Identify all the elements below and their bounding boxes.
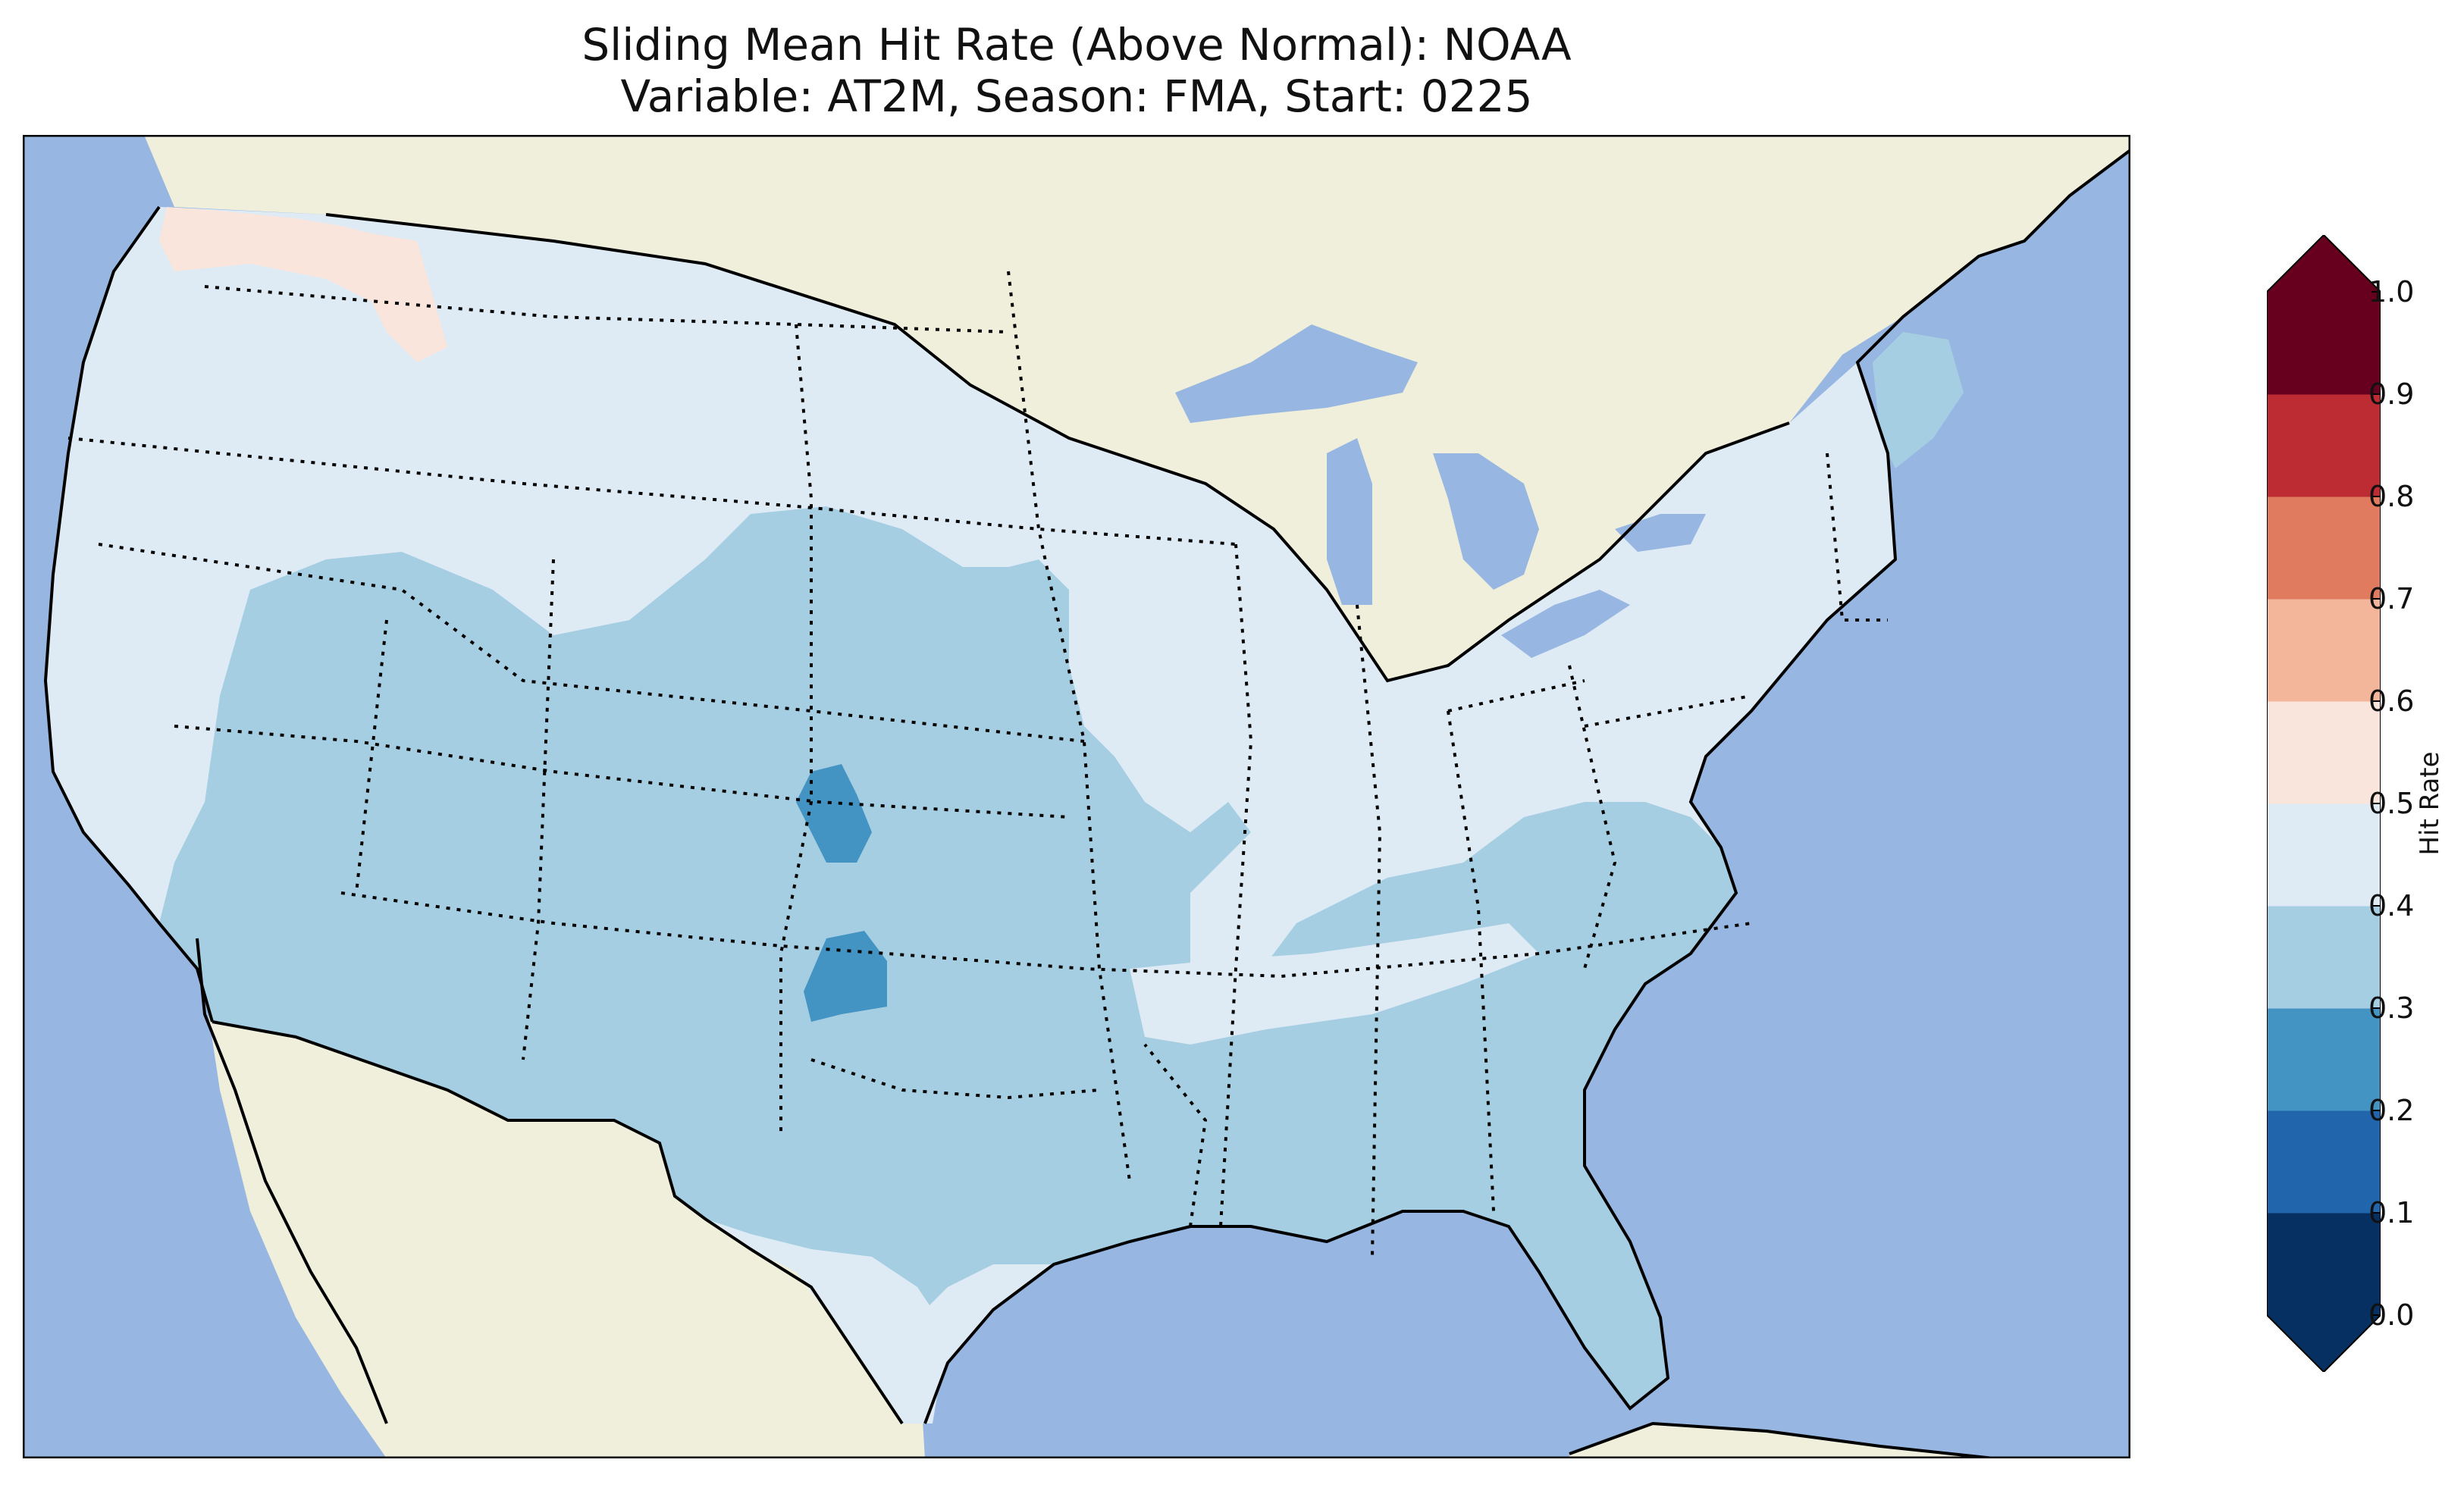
border-line xyxy=(98,543,1085,743)
colorbar-tick-label: 0.5 xyxy=(2368,787,2415,820)
lake-erie xyxy=(1501,590,1630,658)
border-line xyxy=(1568,665,1617,969)
colorbar-segment xyxy=(2267,394,2381,497)
border-canada xyxy=(325,213,1790,683)
colorbar-segment xyxy=(2267,701,2381,804)
colorbar xyxy=(2267,235,2381,1372)
us-region-0.3-0.4 xyxy=(159,506,1736,1408)
us-region-0.3-0.4-maine xyxy=(1873,332,1964,468)
border-line xyxy=(355,619,388,894)
colorbar-tick-label: 0.6 xyxy=(2368,684,2415,718)
canada-land xyxy=(144,135,2130,681)
border-line xyxy=(1584,694,1752,728)
colorbar-segment xyxy=(2267,803,2381,907)
colorbar-segment xyxy=(2267,496,2381,600)
colorbar-segments xyxy=(2267,292,2381,1316)
lake-superior xyxy=(1175,324,1418,423)
coast-baja xyxy=(196,938,388,1424)
border-line xyxy=(174,725,1070,819)
colorbar-tick-label: 0.2 xyxy=(2368,1094,2415,1127)
cuba-land xyxy=(1569,1424,1994,1458)
coastlines xyxy=(43,149,2130,1458)
colorbar-tick-label: 0.7 xyxy=(2368,582,2415,615)
border-line xyxy=(1143,1043,1208,1227)
state-borders xyxy=(67,271,1888,1258)
title-line-2: Variable: AT2M, Season: FMA, Start: 0225 xyxy=(620,70,1533,122)
border-line xyxy=(340,891,1752,979)
colorbar-tick-label: 0.8 xyxy=(2368,480,2415,513)
colorbar-tick-label: 0.3 xyxy=(2368,991,2415,1025)
colorbar-segment xyxy=(2267,292,2381,395)
colorbar-extend-bottom xyxy=(2267,1315,2381,1372)
us-region-0.2-0.3-patch-2 xyxy=(804,931,887,1022)
map-panel xyxy=(23,135,2130,1458)
border-line xyxy=(810,1058,1100,1100)
us-region-0.4-0.5-plains xyxy=(493,484,1069,635)
colorbar-segment xyxy=(2267,906,2381,1009)
coast-line xyxy=(43,205,214,1023)
us-region-0.4-0.5-texas xyxy=(811,1249,948,1424)
us-region-0.4-0.5-midsouth xyxy=(1130,923,1539,1045)
coast-line xyxy=(923,149,2130,1424)
coast-line xyxy=(212,1020,904,1425)
mexico-land xyxy=(197,938,925,1458)
border-line xyxy=(779,324,813,1135)
title-line-1: Sliding Mean Hit Rate (Above Normal): NO… xyxy=(582,19,1572,70)
border-line xyxy=(1356,604,1382,1258)
border-line xyxy=(1826,453,1888,622)
border-line xyxy=(1447,710,1495,1212)
colorbar-tick-label: 1.0 xyxy=(2368,275,2415,309)
lake-michigan xyxy=(1327,438,1372,605)
colorbar-segment xyxy=(2267,599,2381,702)
colorbar-tick-label: 0.4 xyxy=(2368,889,2415,922)
border-line xyxy=(1447,679,1585,713)
colorbar-segment xyxy=(2267,1213,2381,1316)
us-region-0.5-0.6-pnw xyxy=(159,207,447,362)
border-line xyxy=(522,559,555,1060)
coast-cuba xyxy=(1569,1421,1995,1458)
colorbar-tick-label: 0.9 xyxy=(2368,377,2415,411)
colorbar-segment xyxy=(2267,1110,2381,1214)
colorbar-tickmarks xyxy=(2372,291,2381,1316)
map-frame xyxy=(23,135,2130,1458)
colorbar-extend-top xyxy=(2267,235,2381,292)
us-region-0.2-0.3-patch-1 xyxy=(796,764,872,863)
colorbar-segment xyxy=(2267,1008,2381,1111)
colorbar-tick-label: 0.1 xyxy=(2368,1196,2415,1229)
colorbar-tick-label: 0.0 xyxy=(2368,1298,2415,1332)
border-line xyxy=(1007,271,1131,1182)
border-line xyxy=(1219,543,1253,1227)
colorbar-label: Hit Rate xyxy=(2415,751,2445,856)
lake-huron xyxy=(1433,453,1539,590)
